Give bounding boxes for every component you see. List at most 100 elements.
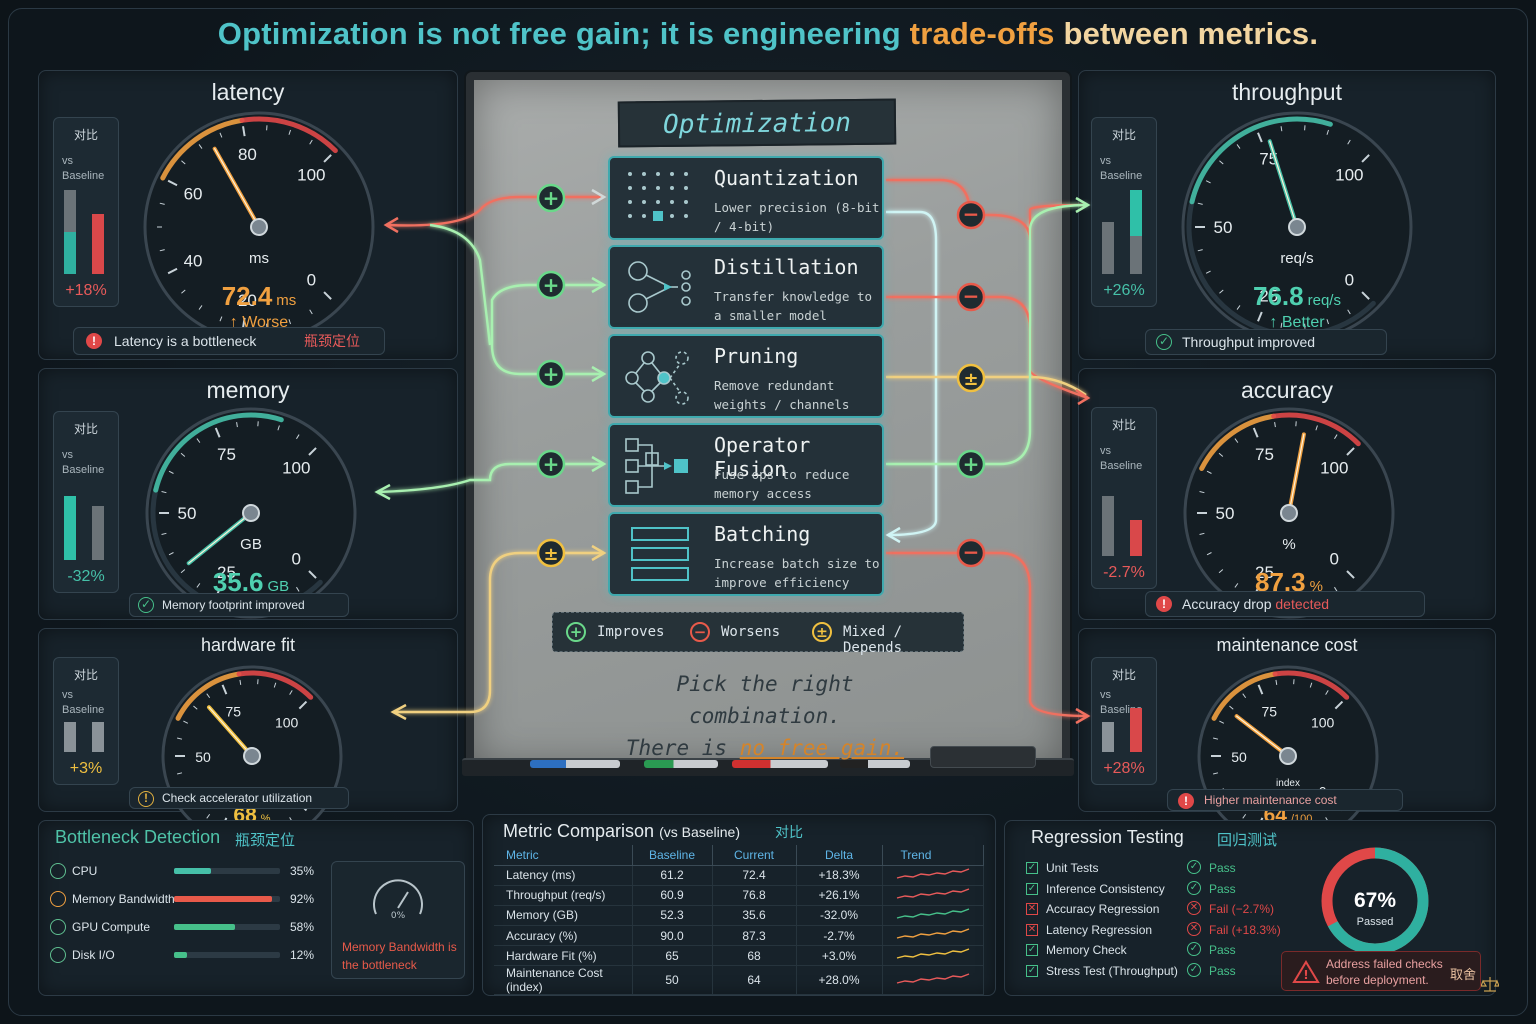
checkbox-failed-icon: ✕ xyxy=(1026,923,1038,936)
gauge-tick-label: 80 xyxy=(238,145,257,164)
gauge-tick xyxy=(1252,427,1259,438)
gauge-tick-label: 50 xyxy=(1214,218,1233,237)
info-icon: ! xyxy=(138,791,154,807)
latency-title: latency xyxy=(211,79,285,105)
list-item: ✓ Stress Test (Throughput) ✓ Pass xyxy=(1026,962,1236,978)
gauge-tick-label: 100 xyxy=(1311,714,1335,730)
disk-fill xyxy=(174,952,187,958)
mixed-icon: ± xyxy=(812,622,832,642)
gauge-tick-label: 100 xyxy=(275,714,299,730)
pass-rate: 67% xyxy=(1354,889,1396,912)
throughput-vs-box: 对比 vs Baseline +26% xyxy=(1091,117,1157,307)
improves-icon: + xyxy=(566,622,586,642)
gauge-tick xyxy=(1205,270,1211,274)
gauge-tick xyxy=(1234,438,1239,443)
gauge-verdict: ↑ Worse xyxy=(230,314,288,331)
speedometer-label: 0% xyxy=(391,911,406,921)
gauge-tick xyxy=(1206,470,1212,474)
gauge-tick xyxy=(1280,126,1283,132)
list-item: ✓ Unit Tests ✓ Pass xyxy=(1026,860,1236,875)
lever-operator-fusion[interactable]: Operator Fusion Fuse ops to reduce memor… xyxy=(608,423,884,507)
pass-icon: ✓ xyxy=(1187,880,1201,895)
gauge-tick xyxy=(1257,684,1264,695)
gauge-tick-label: 50 xyxy=(1216,504,1235,523)
accuracy-delta: -2.7% xyxy=(1103,564,1145,581)
bottleneck-panel: Bottleneck Detection 瓶颈定位 0% Memory Band… xyxy=(38,820,474,996)
warning-icon: ! xyxy=(1292,960,1320,983)
gauge-tick xyxy=(308,447,317,456)
blue-marker xyxy=(530,760,620,768)
table-row: Maintenance Cost (index) 50 64 +28.0% xyxy=(494,965,984,996)
gauge-tick xyxy=(1361,154,1370,163)
check-icon: ✓ xyxy=(1156,334,1172,350)
checkbox-failed-icon: ✕ xyxy=(1026,903,1038,915)
svg-text:+: + xyxy=(570,623,583,641)
list-item: ✕ Latency Regression ✕ Fail (+18.3%) xyxy=(1026,921,1281,937)
speedometer-icon: 0% xyxy=(373,879,423,921)
vs-baseline-label: vs Baseline xyxy=(1100,155,1143,182)
lever-quantization[interactable]: Quantization Lower precision (8-bit / 4-… xyxy=(608,156,884,240)
gauge-tick xyxy=(159,249,165,252)
deploy-warning: ! Address failed checks before deploymen… xyxy=(1281,951,1481,991)
gauge-tick-label: 50 xyxy=(178,504,197,523)
regression-title: Regression Testing xyxy=(1031,827,1184,847)
gauge-tick xyxy=(180,452,186,457)
lever-distillation[interactable]: Distillation Transfer knowledge to a sma… xyxy=(608,245,884,329)
bottleneck-tag: 瓶颈定位 xyxy=(235,831,296,849)
table-header: Metric Baseline Current Delta Trend xyxy=(494,845,984,866)
throughput-delta: +26% xyxy=(1103,282,1145,299)
throughput-title: throughput xyxy=(1232,79,1342,105)
gauge-tick xyxy=(1242,693,1247,699)
disk-icon xyxy=(50,947,66,963)
gauge-tick xyxy=(1199,532,1205,535)
gauge-tick xyxy=(1219,720,1225,724)
bottleneck-title: Bottleneck Detection xyxy=(55,827,221,847)
gauge-tick xyxy=(181,160,186,165)
table-row: Accuracy (%) 90.0 87.3 -2.7% xyxy=(494,925,984,947)
gauge-tick xyxy=(1334,700,1344,710)
list-item: ✓ Memory Check ✓ Pass xyxy=(1026,942,1236,957)
gauge-tick xyxy=(1206,552,1212,556)
board-note: Pick the right combination. There is no … xyxy=(625,672,905,760)
gauge-tick xyxy=(1219,289,1224,294)
hardware-status: ! Check accelerator utilization xyxy=(129,787,349,809)
pass-rate-ring: 67% Passed xyxy=(1321,847,1429,955)
pass-icon: ✓ xyxy=(1187,962,1201,977)
gauge-tick xyxy=(168,552,174,556)
gauge-tick-label: 100 xyxy=(1320,459,1348,478)
latency-panel: latency 对比 vs Baseline +18% 0 20 40 60 80 100 m… xyxy=(38,70,458,360)
gauge-tick xyxy=(1347,309,1351,315)
pruning-icon xyxy=(625,351,689,405)
legend-worsens: Worsens xyxy=(721,624,781,640)
gauge-tick xyxy=(296,586,300,592)
gauge-unit: GB xyxy=(240,536,262,553)
gauge-tick xyxy=(1275,679,1278,685)
checkbox-checked-icon: ✓ xyxy=(1026,944,1038,956)
gauge-unit: % xyxy=(1282,536,1295,553)
list-item: ✕ Accuracy Regression ✕ Fail (−2.7%) xyxy=(1026,901,1275,916)
table-row: Latency (ms) 61.2 72.4 +18.3% xyxy=(494,865,984,886)
batching-icon xyxy=(631,527,689,581)
current-bar xyxy=(92,722,104,752)
vs-baseline-label: vs Baseline xyxy=(62,155,105,182)
gauge-tick-label: 100 xyxy=(297,166,325,185)
hardware-vs-box: 对比 vs Baseline +3% xyxy=(53,657,119,785)
lever-pruning[interactable]: Pruning Remove redundant weights / chann… xyxy=(608,334,884,418)
gauge-tick xyxy=(1213,772,1219,775)
gauge-tick xyxy=(193,705,198,710)
gauge-tick xyxy=(219,132,223,138)
gauge-tick xyxy=(1346,570,1355,579)
lever-batching[interactable]: Batching Increase batch size to improve … xyxy=(608,512,884,596)
gauge-tick-label: 25 xyxy=(1255,563,1274,582)
latency-vs-box: 对比 vs Baseline +18% xyxy=(53,117,119,307)
throughput-panel: throughput 对比 vs Baseline +26% 0 25 50 75 100… xyxy=(1078,70,1496,360)
gauge-tick xyxy=(1309,682,1313,688)
red-marker xyxy=(732,760,828,768)
baseline-bar xyxy=(1102,222,1114,274)
gauge-tick xyxy=(1334,434,1338,440)
comparison-tag: 对比 xyxy=(775,825,803,841)
distillation-icon xyxy=(628,261,691,313)
